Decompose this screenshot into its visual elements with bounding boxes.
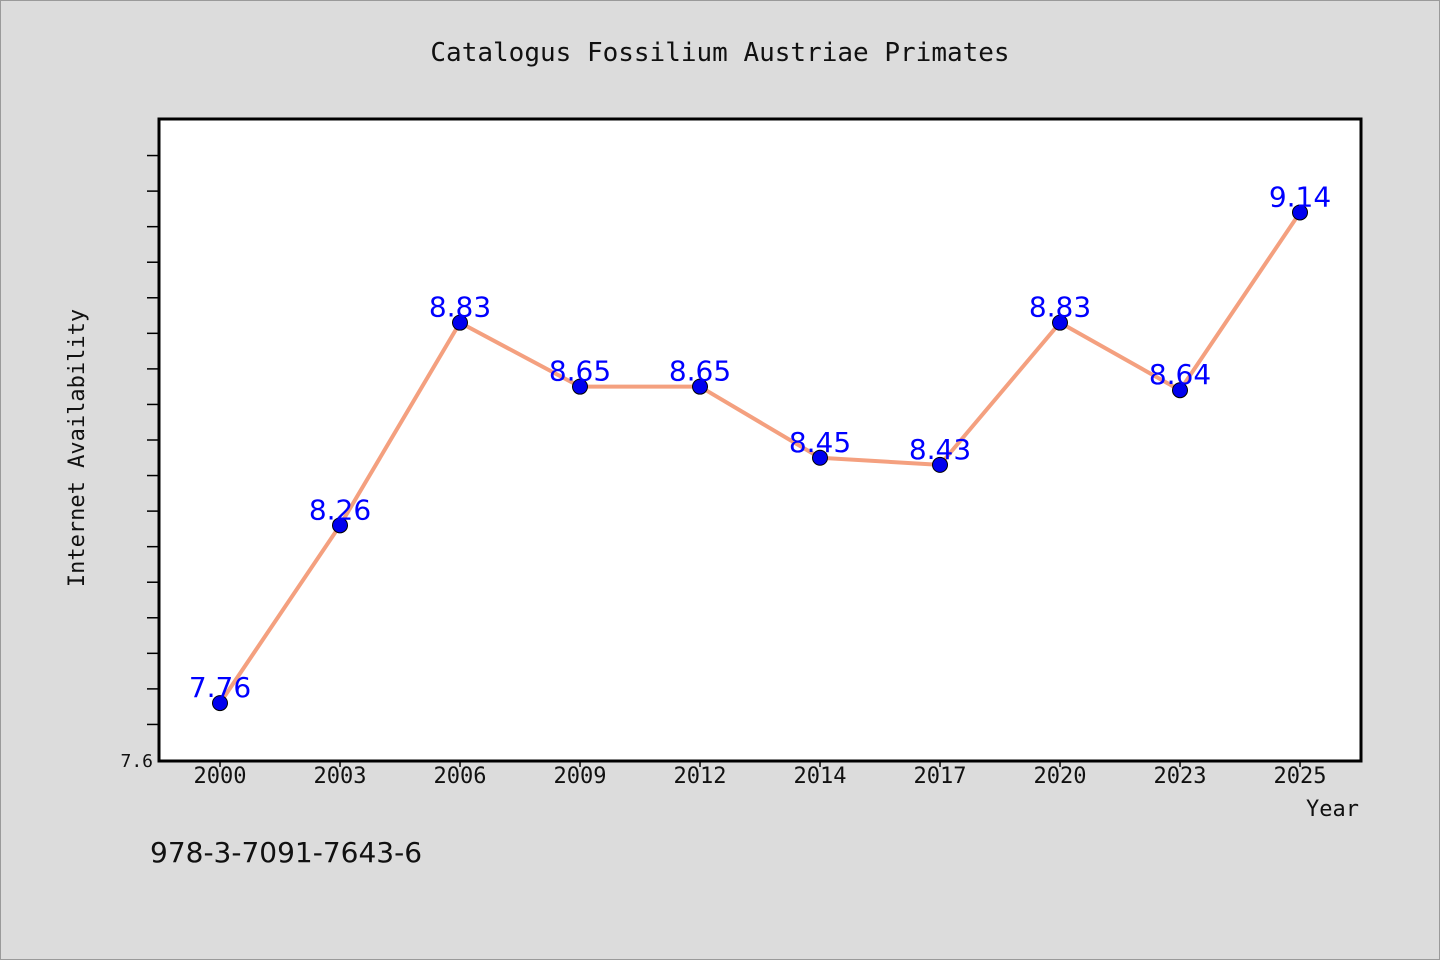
data-label: 8.83 [429, 291, 491, 324]
plot-area [157, 117, 1363, 763]
data-point [1052, 314, 1068, 331]
x-tick-label: 2006 [434, 764, 487, 789]
data-point [1292, 204, 1308, 221]
data-point [212, 695, 228, 712]
x-tick-label: 2023 [1154, 764, 1207, 789]
data-label: 9.14 [1269, 180, 1331, 213]
data-label: 8.64 [1149, 358, 1211, 391]
y-axis-min-label: 7.6 [120, 751, 153, 772]
isbn-code: 978-3-7091-7643-6 [150, 836, 423, 869]
data-point [1172, 382, 1188, 399]
data-label: 8.65 [549, 355, 611, 388]
series-line-group [218, 211, 1302, 705]
data-point [572, 378, 588, 395]
x-tick-label: 2012 [674, 764, 727, 789]
data-point [692, 378, 708, 395]
x-tick-label: 2000 [194, 764, 247, 789]
data-label: 8.83 [1029, 291, 1091, 324]
data-label: 8.26 [309, 493, 371, 526]
data-label: 8.65 [669, 355, 731, 388]
y-axis-ticks [147, 154, 159, 726]
chart-title: Catalogus Fossilium Austriae Primates [430, 38, 1009, 68]
series-line [218, 211, 1302, 705]
series-markers [212, 204, 1308, 712]
x-tick-label: 2020 [1034, 764, 1087, 789]
x-tick-label: 2017 [914, 764, 967, 789]
x-tick-label: 2025 [1274, 764, 1327, 789]
data-label: 7.76 [189, 671, 251, 704]
data-label: 8.45 [789, 426, 851, 459]
data-point [812, 449, 828, 466]
y-axis-label: Internet Availability [65, 309, 90, 587]
x-axis-ticks: 2000 2003 2006 2009 2012 2014 2017 2020 2023 2025 [194, 761, 1327, 789]
x-tick-label: 2014 [794, 764, 847, 789]
x-tick-label: 2009 [554, 764, 607, 789]
x-tick-label: 2003 [314, 764, 367, 789]
data-label: 8.43 [909, 433, 971, 466]
x-axis-label: Year [1306, 797, 1359, 822]
data-point [332, 517, 348, 534]
data-point [452, 314, 468, 331]
data-point [932, 456, 948, 473]
data-labels: 7.76 8.26 8.83 8.65 8.65 8.45 8.43 8.83 8.64 9.14 [189, 180, 1331, 704]
